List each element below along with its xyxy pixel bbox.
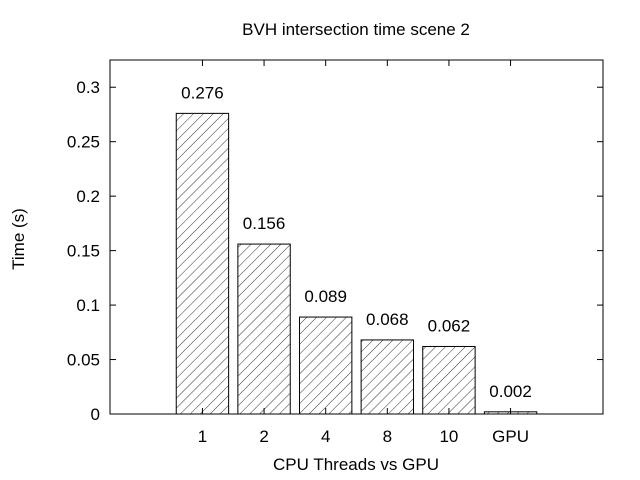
y-tick-label: 0 [91, 405, 100, 424]
x-tick-label: 8 [383, 427, 392, 446]
chart-title: BVH intersection time scene 2 [242, 20, 470, 39]
plot-frame [109, 59, 604, 415]
bar [298, 316, 353, 415]
x-tick-label: 1 [198, 427, 207, 446]
tick-labels: 0 0.05 0.1 0.15 0.2 0.25 0.3 1 0.276 2 0.156 4 0.089… [67, 78, 532, 446]
y-tick-label: 0.25 [67, 133, 100, 152]
bar [422, 345, 476, 415]
x-tick-label: GPU [492, 427, 529, 446]
y-tick-label: 0.15 [67, 242, 100, 261]
x-tick-label: 2 [259, 427, 268, 446]
data-label: 0.089 [304, 287, 347, 306]
data-label: 0.068 [366, 310, 409, 329]
y-tick-label: 0.3 [76, 78, 100, 97]
bar-series [175, 112, 538, 415]
y-tick-label: 0.1 [76, 296, 100, 315]
data-label: 0.156 [243, 214, 286, 233]
data-label: 0.062 [428, 316, 471, 335]
x-axis-label: CPU Threads vs GPU [273, 455, 439, 474]
y-axis-label: Time (s) [9, 208, 28, 270]
y-tick-label: 0.05 [67, 351, 100, 370]
x-tick-label: 4 [321, 427, 330, 446]
x-tick-label: 10 [439, 427, 458, 446]
bar [360, 339, 415, 415]
data-label: 0.276 [181, 83, 224, 102]
bar [237, 243, 291, 415]
y-tick-label: 0.2 [76, 187, 100, 206]
data-label: 0.002 [489, 382, 532, 401]
bar [175, 112, 230, 415]
